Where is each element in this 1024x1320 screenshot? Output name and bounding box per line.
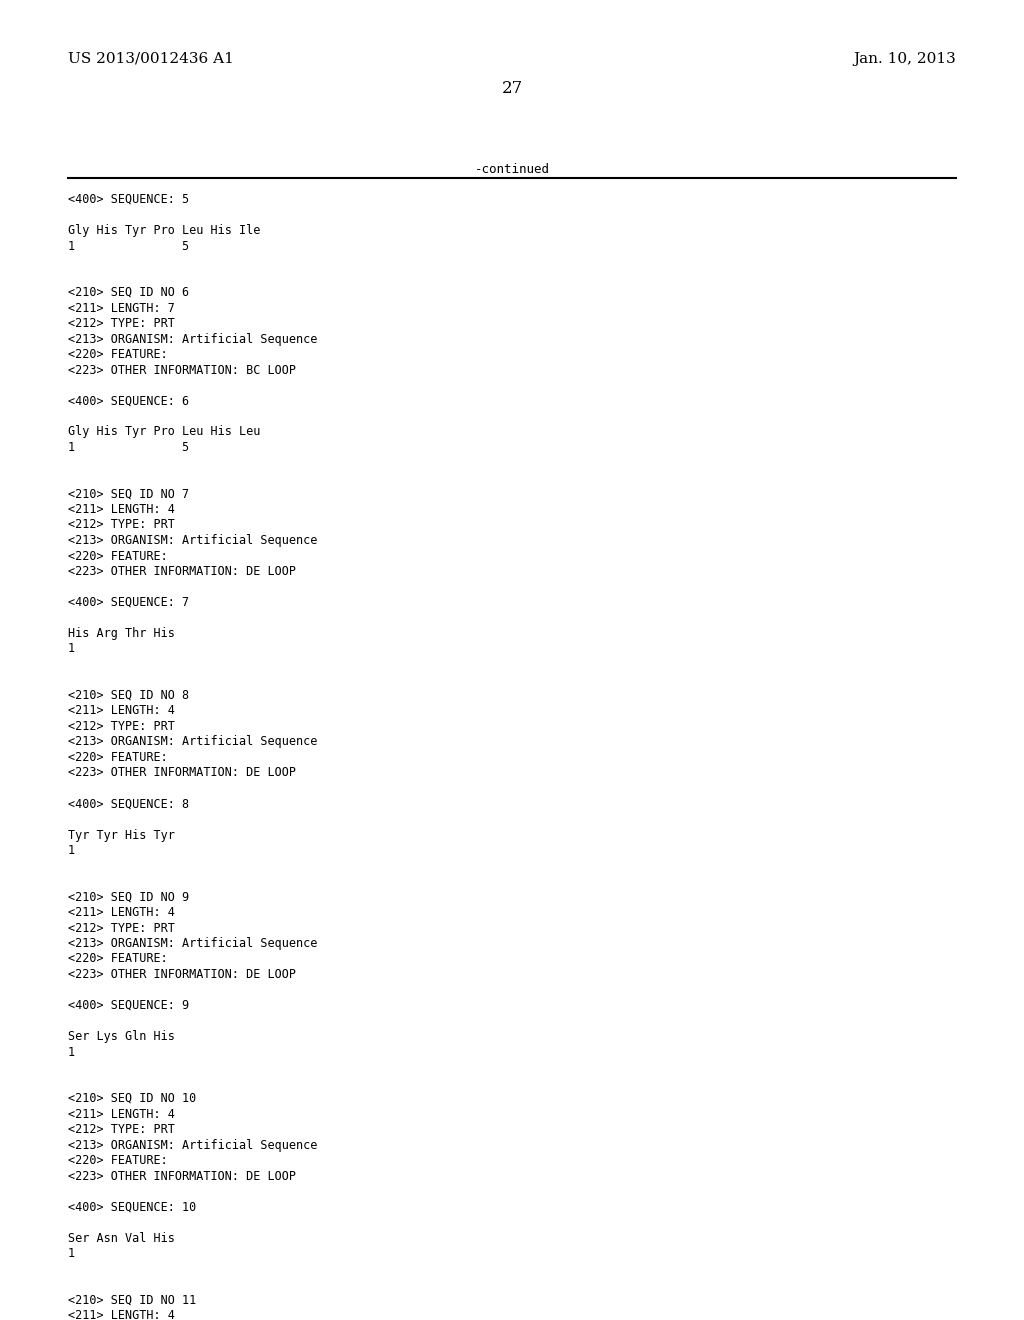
Text: <220> FEATURE:: <220> FEATURE: [68,549,168,562]
Text: <220> FEATURE:: <220> FEATURE: [68,1154,168,1167]
Text: <210> SEQ ID NO 6: <210> SEQ ID NO 6 [68,286,189,300]
Text: His Arg Thr His: His Arg Thr His [68,627,175,640]
Text: <220> FEATURE:: <220> FEATURE: [68,348,168,360]
Text: <210> SEQ ID NO 9: <210> SEQ ID NO 9 [68,891,189,903]
Text: <223> OTHER INFORMATION: DE LOOP: <223> OTHER INFORMATION: DE LOOP [68,565,296,578]
Text: 1               5: 1 5 [68,239,189,252]
Text: Ser Asn Val His: Ser Asn Val His [68,1232,175,1245]
Text: <211> LENGTH: 4: <211> LENGTH: 4 [68,1309,175,1320]
Text: <400> SEQUENCE: 5: <400> SEQUENCE: 5 [68,193,189,206]
Text: <212> TYPE: PRT: <212> TYPE: PRT [68,921,175,935]
Text: Gly His Tyr Pro Leu His Leu: Gly His Tyr Pro Leu His Leu [68,425,260,438]
Text: <213> ORGANISM: Artificial Sequence: <213> ORGANISM: Artificial Sequence [68,937,317,950]
Text: <211> LENGTH: 4: <211> LENGTH: 4 [68,1107,175,1121]
Text: <400> SEQUENCE: 7: <400> SEQUENCE: 7 [68,597,189,609]
Text: -continued: -continued [474,162,550,176]
Text: <400> SEQUENCE: 10: <400> SEQUENCE: 10 [68,1200,197,1213]
Text: <212> TYPE: PRT: <212> TYPE: PRT [68,317,175,330]
Text: <212> TYPE: PRT: <212> TYPE: PRT [68,719,175,733]
Text: 1: 1 [68,643,75,656]
Text: <400> SEQUENCE: 6: <400> SEQUENCE: 6 [68,395,189,408]
Text: Jan. 10, 2013: Jan. 10, 2013 [853,51,956,66]
Text: <210> SEQ ID NO 11: <210> SEQ ID NO 11 [68,1294,197,1307]
Text: 27: 27 [502,81,522,96]
Text: 1: 1 [68,1045,75,1059]
Text: <210> SEQ ID NO 7: <210> SEQ ID NO 7 [68,487,189,500]
Text: <211> LENGTH: 4: <211> LENGTH: 4 [68,906,175,919]
Text: <223> OTHER INFORMATION: BC LOOP: <223> OTHER INFORMATION: BC LOOP [68,363,296,376]
Text: <220> FEATURE:: <220> FEATURE: [68,953,168,965]
Text: <223> OTHER INFORMATION: DE LOOP: <223> OTHER INFORMATION: DE LOOP [68,767,296,780]
Text: 1: 1 [68,1247,75,1261]
Text: <213> ORGANISM: Artificial Sequence: <213> ORGANISM: Artificial Sequence [68,333,317,346]
Text: <212> TYPE: PRT: <212> TYPE: PRT [68,1123,175,1137]
Text: <213> ORGANISM: Artificial Sequence: <213> ORGANISM: Artificial Sequence [68,535,317,546]
Text: Ser Lys Gln His: Ser Lys Gln His [68,1030,175,1043]
Text: <400> SEQUENCE: 9: <400> SEQUENCE: 9 [68,999,189,1012]
Text: <210> SEQ ID NO 10: <210> SEQ ID NO 10 [68,1092,197,1105]
Text: 1               5: 1 5 [68,441,189,454]
Text: <211> LENGTH: 4: <211> LENGTH: 4 [68,503,175,516]
Text: <400> SEQUENCE: 8: <400> SEQUENCE: 8 [68,797,189,810]
Text: <213> ORGANISM: Artificial Sequence: <213> ORGANISM: Artificial Sequence [68,1138,317,1151]
Text: <223> OTHER INFORMATION: DE LOOP: <223> OTHER INFORMATION: DE LOOP [68,968,296,981]
Text: <210> SEQ ID NO 8: <210> SEQ ID NO 8 [68,689,189,702]
Text: <212> TYPE: PRT: <212> TYPE: PRT [68,519,175,532]
Text: Tyr Tyr His Tyr: Tyr Tyr His Tyr [68,829,175,842]
Text: <211> LENGTH: 7: <211> LENGTH: 7 [68,301,175,314]
Text: <211> LENGTH: 4: <211> LENGTH: 4 [68,705,175,718]
Text: <223> OTHER INFORMATION: DE LOOP: <223> OTHER INFORMATION: DE LOOP [68,1170,296,1183]
Text: <213> ORGANISM: Artificial Sequence: <213> ORGANISM: Artificial Sequence [68,735,317,748]
Text: US 2013/0012436 A1: US 2013/0012436 A1 [68,51,233,66]
Text: 1: 1 [68,843,75,857]
Text: <220> FEATURE:: <220> FEATURE: [68,751,168,764]
Text: Gly His Tyr Pro Leu His Ile: Gly His Tyr Pro Leu His Ile [68,224,260,238]
